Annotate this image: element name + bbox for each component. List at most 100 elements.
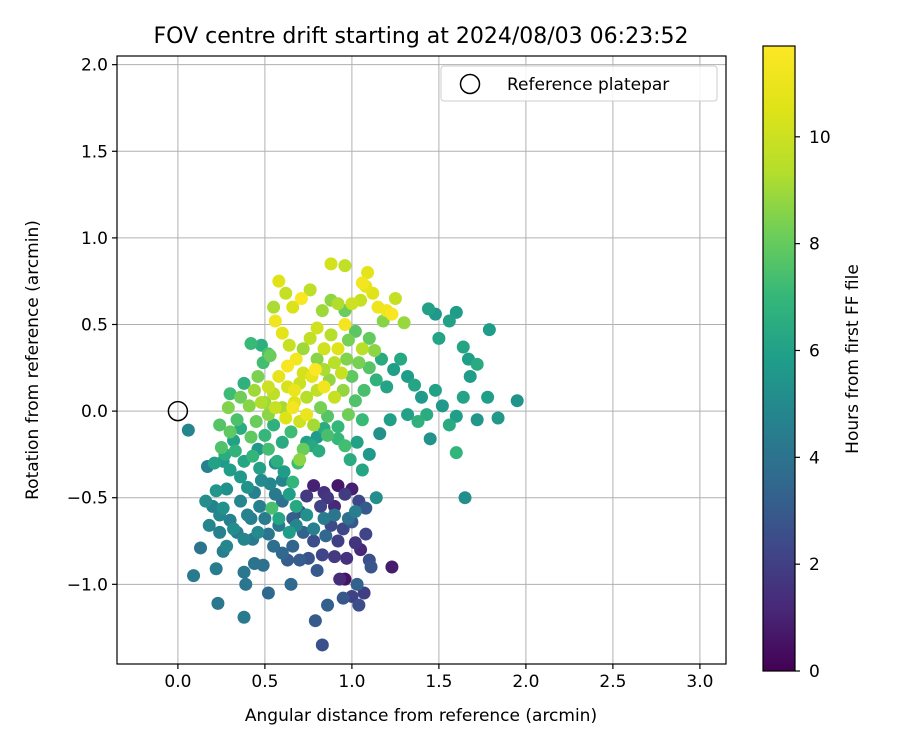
data-point [261, 380, 275, 394]
data-point [237, 565, 251, 579]
data-point [340, 551, 354, 565]
y-tick-label: −0.5 [67, 489, 108, 509]
data-point [442, 418, 456, 432]
data-point [336, 591, 350, 605]
data-point [286, 475, 300, 489]
data-point [355, 276, 369, 290]
data-point [345, 369, 359, 383]
colorbar-tick-label: 4 [809, 448, 820, 468]
data-point [355, 463, 369, 477]
colorbar-gradient [762, 45, 796, 672]
data-point [265, 501, 279, 515]
data-point [423, 432, 437, 446]
data-point [209, 484, 223, 498]
colorbar-ticks: 0 2 4 6 8 10 [795, 128, 831, 682]
data-point [348, 394, 362, 408]
data-point [364, 560, 378, 574]
data-point [328, 390, 341, 404]
data-point [286, 539, 300, 553]
data-point [267, 539, 281, 553]
data-point [331, 534, 345, 548]
data-point [294, 292, 308, 306]
data-point [282, 338, 296, 352]
data-point [312, 444, 326, 458]
x-tick-label: 0.5 [251, 672, 278, 692]
data-point [394, 352, 408, 366]
data-point [328, 356, 341, 370]
data-point [334, 366, 348, 380]
data-point [340, 352, 354, 366]
data-point [237, 532, 251, 546]
data-point [268, 401, 282, 415]
data-point [223, 425, 237, 439]
data-point [296, 342, 310, 356]
data-point [300, 489, 314, 503]
data-point [254, 338, 268, 352]
data-point [324, 328, 338, 342]
data-point [314, 499, 328, 513]
y-tick-label: 1.5 [81, 142, 108, 162]
data-point [209, 562, 223, 576]
data-point [202, 518, 216, 532]
data-point [310, 563, 324, 577]
legend: Reference platepar [440, 65, 718, 102]
data-point [284, 425, 298, 439]
data-point [368, 343, 382, 357]
data-point [258, 511, 272, 525]
colorbar-label: Hours from first FF file [843, 264, 863, 454]
y-tick-label: 2.0 [81, 56, 108, 76]
legend-entry-reference: Reference platepar [507, 75, 669, 95]
data-point [213, 418, 227, 432]
data-point [267, 418, 281, 432]
x-tick-label: 3.0 [686, 672, 713, 692]
data-point [442, 314, 456, 328]
plot-frame [116, 55, 727, 665]
data-point [211, 596, 225, 610]
data-point [308, 614, 322, 628]
data-point [227, 522, 241, 536]
data-point [261, 586, 275, 600]
data-point [321, 491, 335, 505]
data-point [315, 304, 329, 318]
data-point [362, 331, 376, 345]
data-point [482, 323, 496, 337]
data-point [272, 274, 286, 288]
data-point [286, 401, 300, 415]
data-point [369, 491, 383, 505]
data-point [333, 572, 347, 586]
data-point [251, 525, 265, 539]
data-point [241, 508, 254, 522]
data-point [345, 297, 359, 311]
data-point [244, 430, 258, 444]
data-point [374, 352, 388, 366]
colorbar-tick-label: 10 [809, 128, 831, 148]
data-point [352, 356, 366, 370]
data-point [341, 333, 355, 347]
data-point [289, 499, 303, 513]
data-point [331, 420, 345, 434]
data-point [331, 297, 345, 311]
y-tick-label: 1.0 [81, 229, 108, 249]
data-point [307, 534, 321, 548]
data-point [300, 408, 314, 422]
x-axis-ticks: 0.0 0.5 1.0 1.5 2.0 2.5 3.0 [164, 664, 713, 692]
data-point [321, 598, 335, 612]
data-point [350, 577, 364, 591]
data-point [303, 331, 317, 345]
data-point [308, 363, 322, 377]
data-point [397, 316, 411, 330]
legend-marker-icon [459, 73, 481, 95]
data-point [458, 491, 472, 505]
data-point [247, 383, 261, 397]
data-point [254, 473, 268, 487]
data-point [303, 283, 317, 297]
y-tick-label: 0.5 [81, 315, 108, 335]
data-point [373, 427, 387, 441]
data-point [408, 378, 422, 392]
data-point [401, 408, 415, 422]
data-point [336, 522, 350, 536]
data-point [369, 373, 383, 387]
data-point [253, 461, 267, 475]
scatter-points [181, 257, 524, 652]
